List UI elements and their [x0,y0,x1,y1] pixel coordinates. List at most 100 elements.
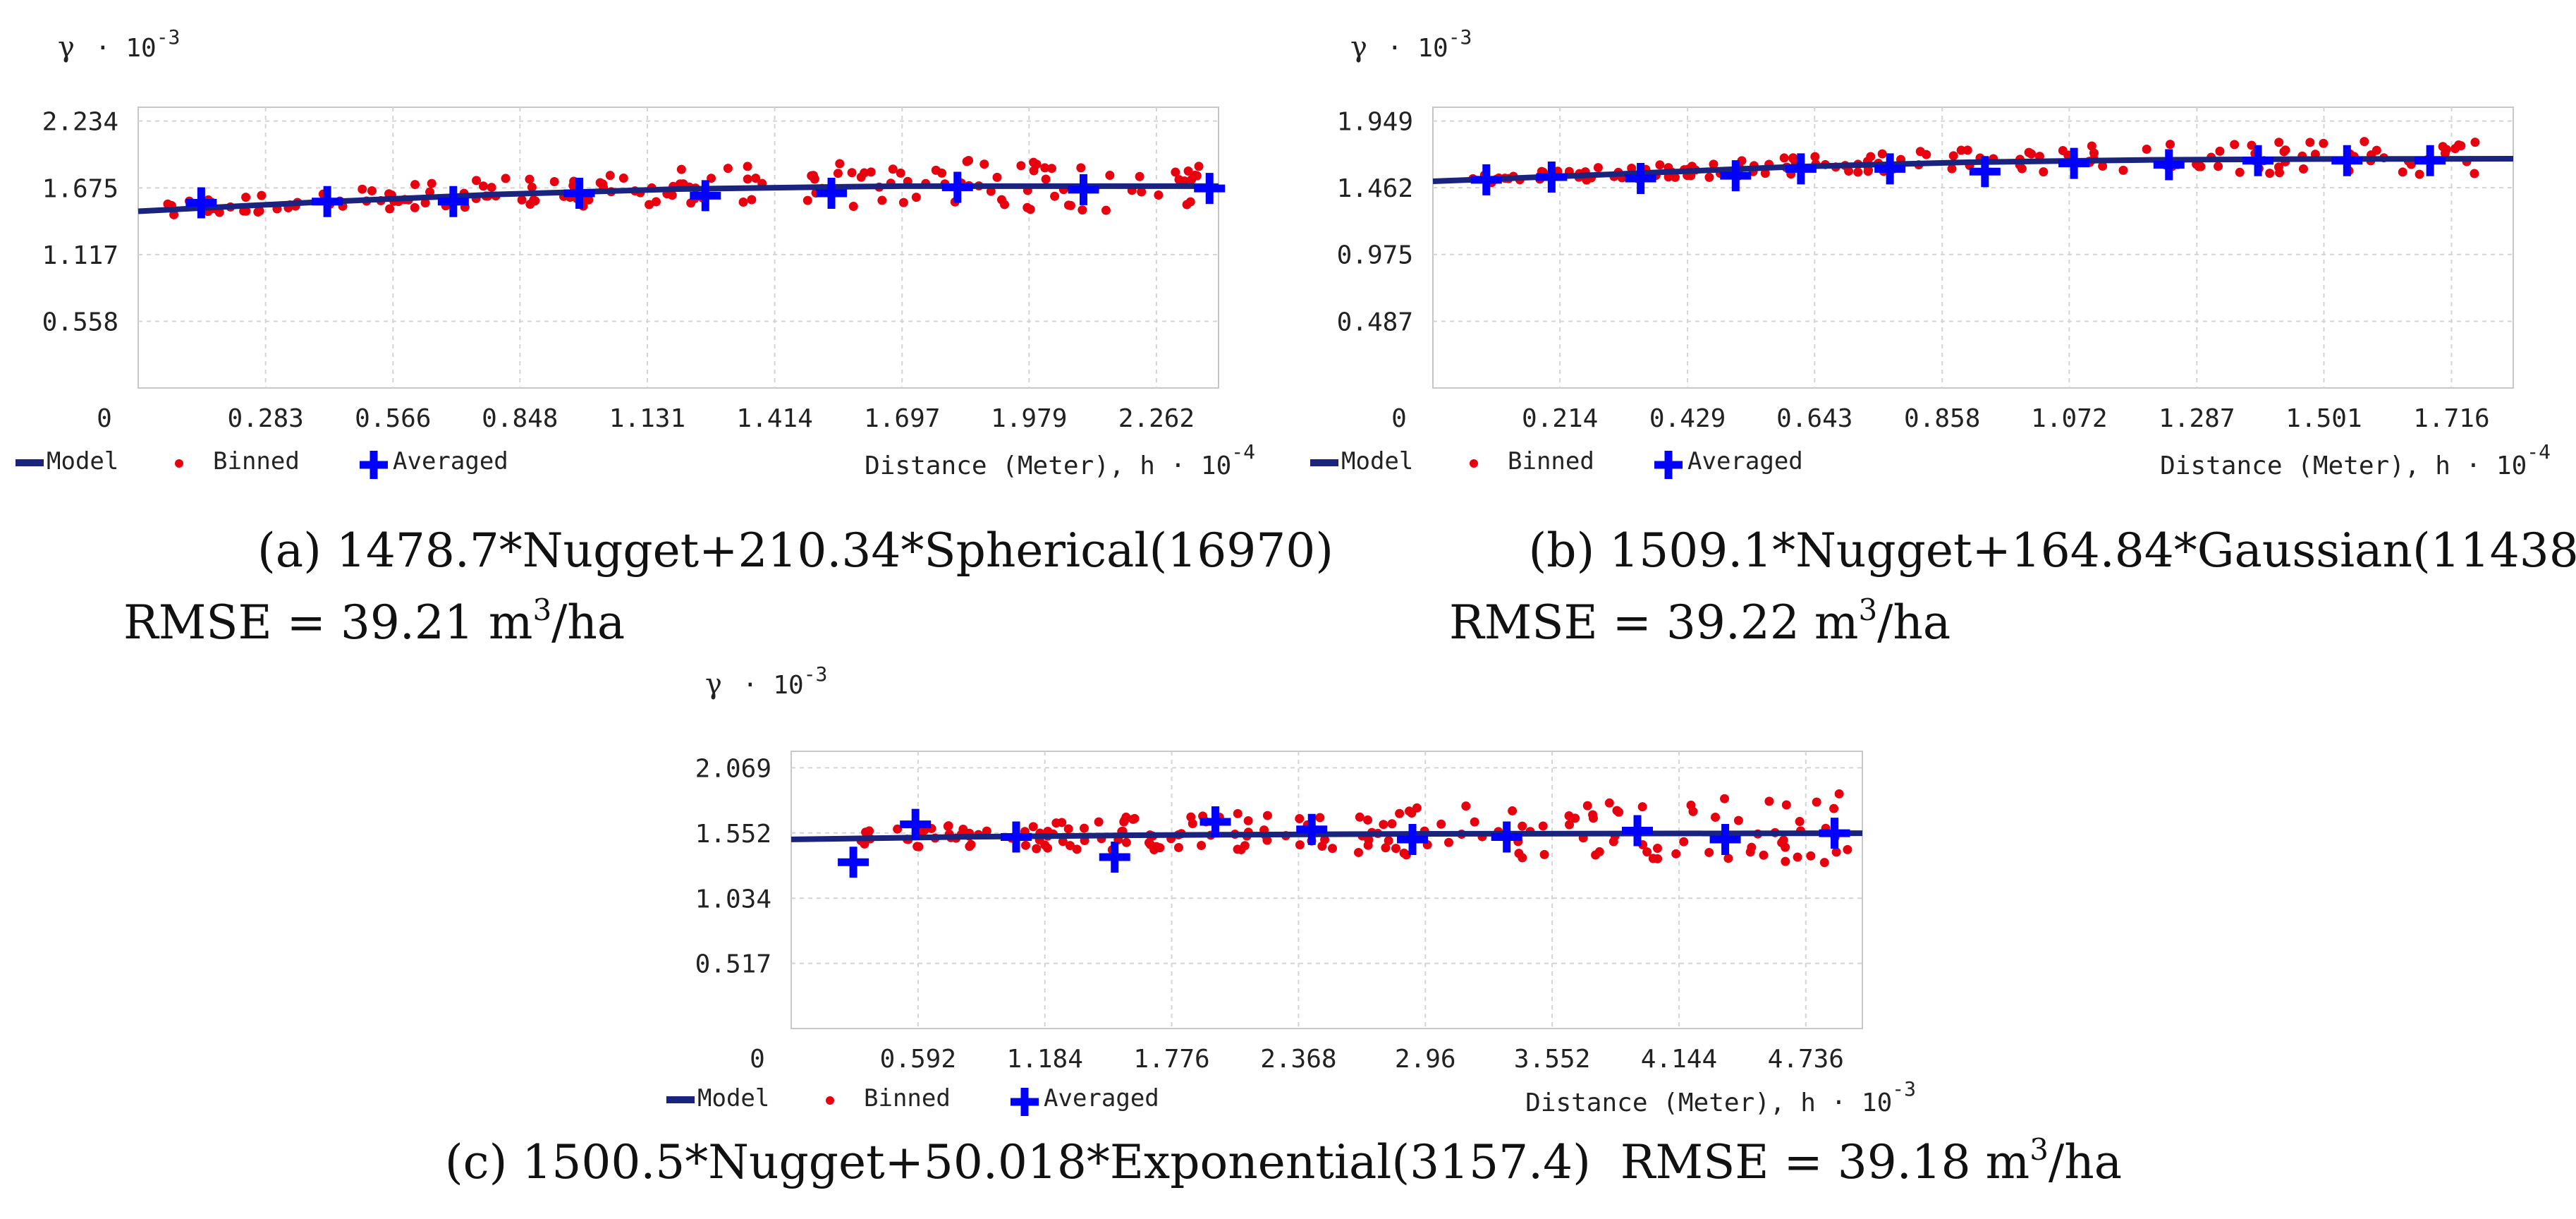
binned-point [527,182,537,192]
binned-point [1843,844,1852,854]
binned-point [478,181,488,191]
averaged-series [185,171,1226,219]
binned-point [1819,858,1829,868]
x-tick-label: 1.697 [864,404,940,433]
binned-point [2281,145,2290,155]
binned-point [1051,818,1061,828]
binned-point [1565,820,1575,830]
binned-point [427,178,437,188]
panel-3: 2.069 1.552 1.034 0.517 0 0.592 1.184 1.776 2.36… [445,662,2122,1189]
binned-point [1130,813,1140,823]
binned-point [911,193,921,202]
y-tick-label: 0.558 [42,308,118,336]
binned-point [1190,170,1200,180]
averaged-point [1874,153,1906,185]
x-tick-label: 0.214 [1522,404,1598,433]
averaged-point [900,808,932,840]
binned-point [986,186,996,196]
binned-point [1043,843,1053,853]
averaged-point [1969,156,2001,188]
binned-point [1948,151,1958,161]
binned-point [2440,148,2450,158]
y-axis-label: γ [58,31,75,63]
binned-point [1186,812,1196,822]
x-axis-label: Distance (Meter), h · 10-4 [865,440,1255,480]
binned-point [618,174,628,183]
binned-point [525,174,535,184]
binned-point [1379,820,1388,830]
binned-point [1764,796,1774,806]
binned-point [866,167,876,177]
binned-point [2024,147,2034,157]
x-tick-label: 0.566 [355,404,431,433]
binned-point [1781,842,1790,852]
binned-point [425,187,435,197]
y-axis-label: γ [705,668,722,701]
binned-point [1637,802,1647,812]
averaged-point [838,847,869,878]
binned-point [2235,167,2245,177]
binned-point [1063,824,1073,834]
binned-point [1101,205,1111,215]
x-tick-label: 1.414 [736,404,812,433]
binned-point [2194,162,2204,171]
binned-point [2165,140,2175,150]
binned-point [385,204,395,214]
binned-point [241,206,251,216]
binned-point [1655,160,1665,170]
binned-point [856,172,866,182]
binned-point [1759,850,1769,860]
y-scale-label: · 10-3 [1387,25,1472,63]
averaged-point [1397,824,1429,856]
binned-point [2118,165,2128,175]
binned-point [1363,815,1373,825]
binned-point [1760,169,1770,178]
binned-point [1704,172,1714,182]
binned-point [1781,800,1791,810]
averaged-point [2415,145,2446,176]
averaged-point [1194,173,1226,205]
binned-point [1443,837,1453,847]
binned-point [1355,812,1365,822]
binned-point [751,174,761,183]
binned-point [743,174,752,184]
binned-point [2450,144,2460,154]
binned-point [1327,844,1337,854]
binned-point [1863,166,1873,176]
averaged-point [2242,145,2274,176]
binned-point [1387,819,1397,829]
legend-model-label: Model [47,447,118,475]
binned-point [549,177,559,187]
averaged-point [941,171,973,203]
binned-point [1642,847,1652,857]
binned-point [1174,175,1184,185]
legend-model-swatch [1310,459,1338,466]
averaged-point [1819,818,1850,849]
binned-point [676,164,686,174]
binned-point [1065,841,1075,851]
binned-point [1591,850,1601,860]
binned-point [1582,801,1592,811]
binned-point [2017,164,2027,174]
binned-point [1788,154,1798,164]
binned-point [1518,821,1527,831]
binned-point [253,207,263,217]
binned-point [598,179,608,189]
binned-point [1436,819,1446,829]
binned-point [257,190,267,200]
binned-point [2415,169,2424,179]
plot-area [138,107,1219,389]
binned-point [2299,164,2309,174]
averaged-point [1785,153,1817,185]
binned-point [1720,794,1730,803]
averaged-point [1296,813,1328,845]
x-axis-label: Distance (Meter), h · 10-3 [1525,1077,1916,1117]
binned-point [982,826,991,836]
binned-point [1686,800,1696,810]
binned-point [833,169,843,178]
binned-point [1315,813,1325,823]
binned-point [2098,161,2108,171]
legend-averaged-label: Averaged [1687,447,1803,475]
binned-point [1173,842,1183,852]
binned-point [1593,163,1603,173]
